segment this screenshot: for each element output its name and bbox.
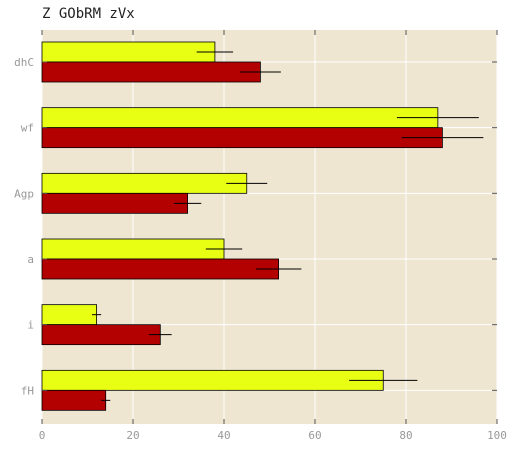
y-tick-label: fH	[21, 384, 34, 397]
chart-title: Z GObRM zVx	[42, 6, 135, 22]
error-bars	[92, 51, 484, 401]
tick-labels: 0 20 40 60 80 100 dhC wf Agp a i fH	[14, 56, 507, 442]
x-tick-label: 60	[308, 429, 321, 442]
x-tick-label: 100	[487, 429, 507, 442]
bar	[41, 192, 189, 214]
y-tick-label: dhC	[14, 56, 34, 69]
y-tick-label: i	[27, 319, 34, 332]
x-tick-label: 40	[217, 429, 230, 442]
y-tick-label: a	[27, 253, 34, 266]
x-tick-label: 80	[399, 429, 412, 442]
x-tick-label: 0	[39, 429, 46, 442]
bar	[41, 61, 261, 83]
bar	[41, 304, 97, 326]
bar	[41, 107, 439, 129]
bar	[41, 369, 384, 391]
bar	[41, 258, 280, 280]
bar	[41, 172, 248, 194]
y-tick-label: wf	[21, 122, 34, 135]
bars	[41, 41, 443, 411]
plot-background	[42, 30, 497, 424]
y-tick-label: Agp	[14, 187, 34, 200]
bar	[41, 238, 225, 260]
bar	[41, 324, 161, 346]
bar	[41, 41, 216, 63]
bar	[41, 389, 107, 411]
x-tick-label: 20	[126, 429, 139, 442]
axis-ticks	[41, 30, 498, 424]
bar	[41, 127, 443, 149]
